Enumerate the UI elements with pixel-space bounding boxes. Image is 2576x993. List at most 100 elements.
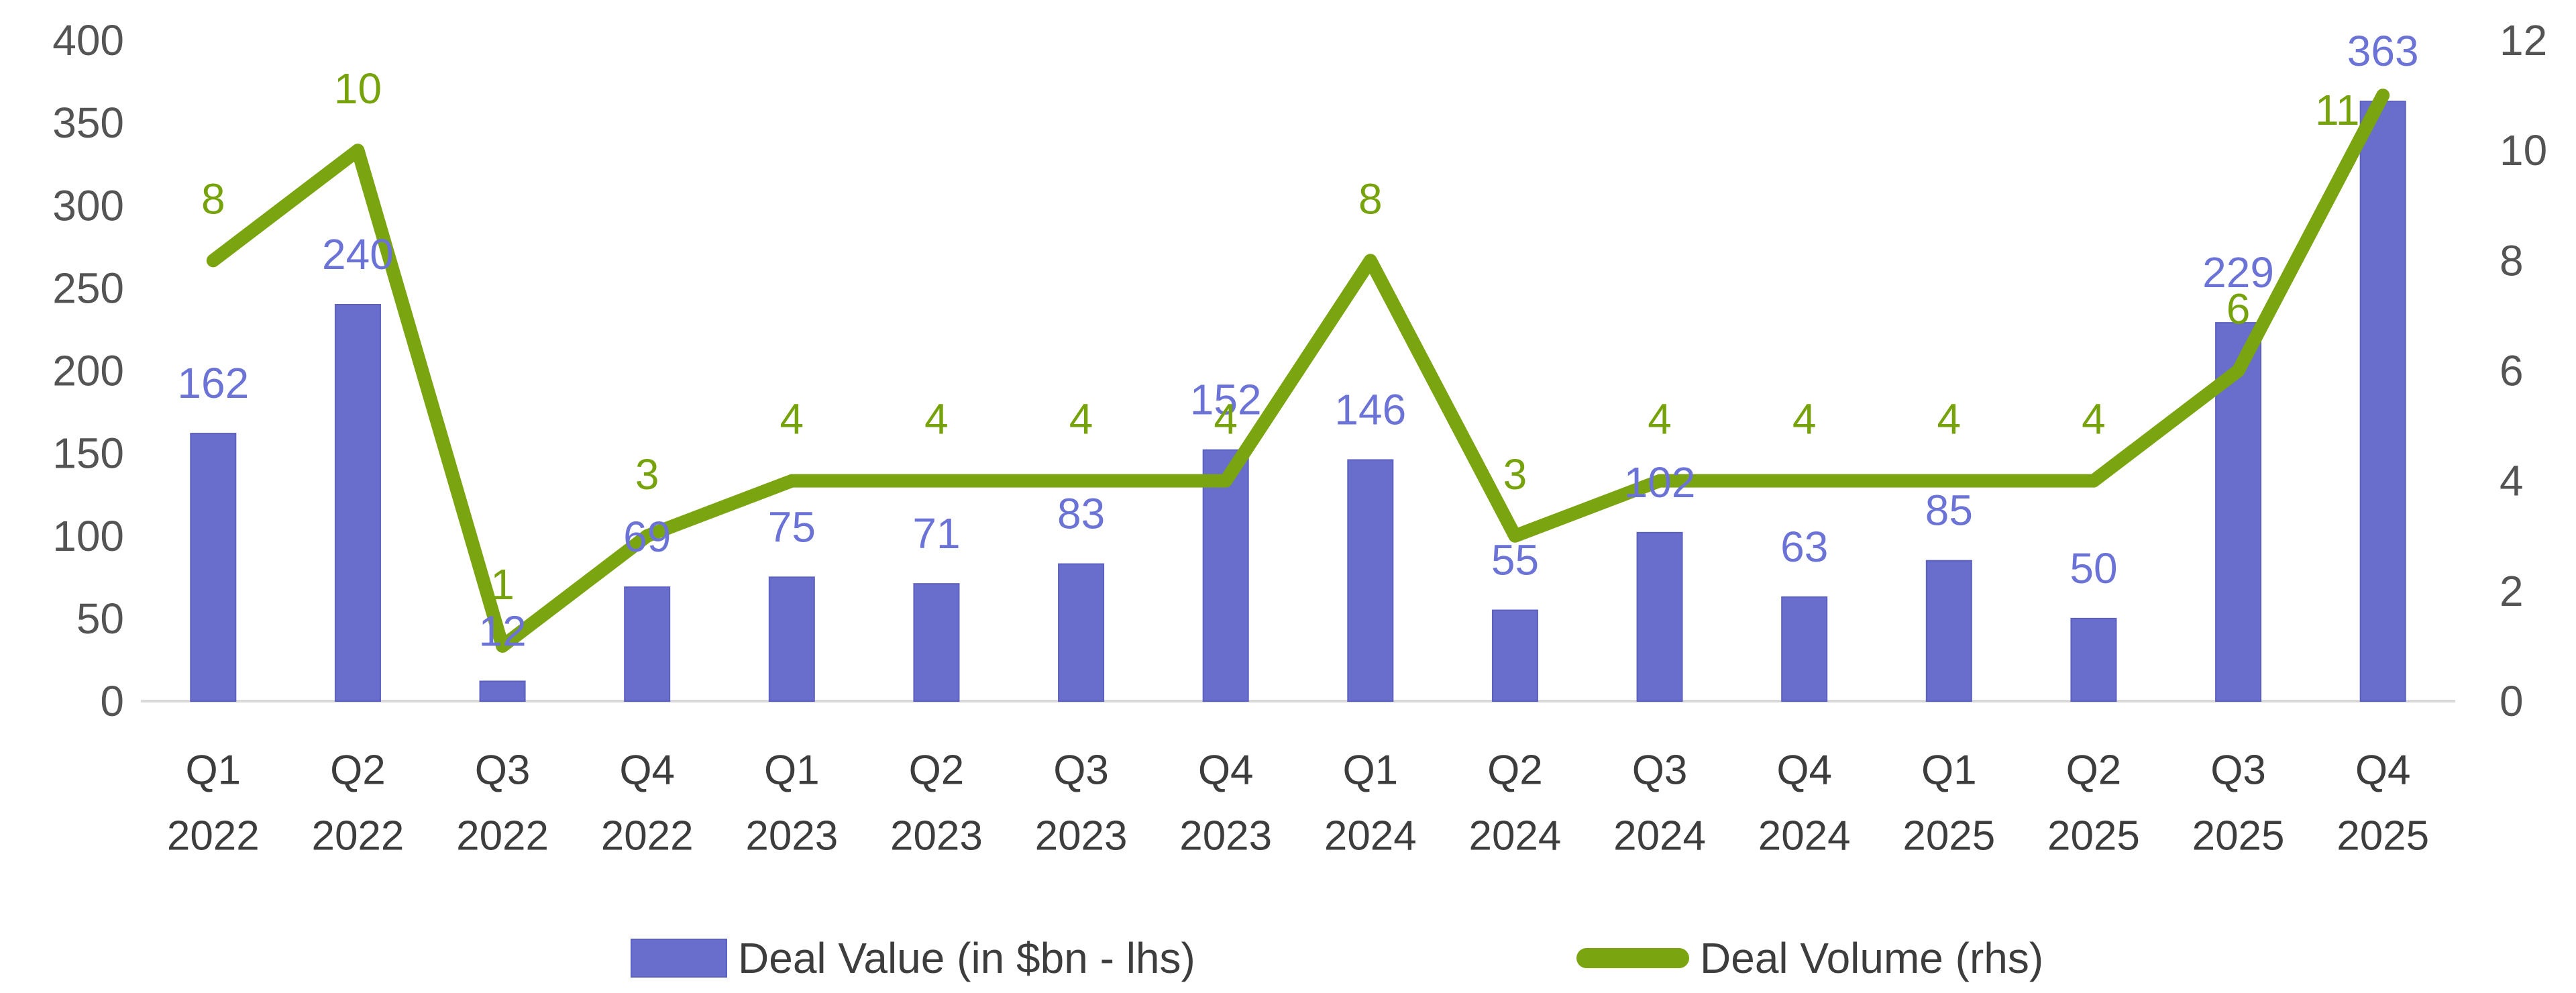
deal-value-label: 146 bbox=[1334, 385, 1406, 433]
deal-value-bar bbox=[1636, 531, 1683, 702]
x-axis-quarter-label: Q2 bbox=[2066, 747, 2122, 794]
deal-value-label: 229 bbox=[2202, 248, 2274, 297]
deal-value-label: 162 bbox=[177, 359, 249, 407]
right-axis-tick-label: 2 bbox=[2500, 567, 2524, 615]
deal-value-bar bbox=[913, 583, 960, 702]
deal-value-label: 55 bbox=[1491, 536, 1539, 584]
right-axis-tick-label: 6 bbox=[2500, 347, 2524, 395]
right-axis-tick-label: 12 bbox=[2500, 16, 2547, 64]
deal-value-bar bbox=[1202, 449, 1249, 702]
deal-value-bar-swatch-icon bbox=[631, 939, 727, 978]
left-axis-tick-label: 400 bbox=[52, 16, 124, 64]
deal-volume-label: 4 bbox=[1214, 395, 1238, 443]
deal-value-bar bbox=[1058, 563, 1105, 702]
x-axis-year-label: 2023 bbox=[745, 813, 838, 859]
deal-value-bar bbox=[479, 680, 526, 702]
left-axis-tick-label: 0 bbox=[100, 677, 124, 725]
deal-value-label: 363 bbox=[2347, 27, 2419, 75]
deal-volume-label: 4 bbox=[1648, 395, 1672, 443]
deal-value-bar bbox=[2070, 617, 2117, 702]
deal-value-label: 152 bbox=[1190, 376, 1262, 424]
right-axis-tick-label: 0 bbox=[2500, 677, 2524, 725]
deal-volume-label: 3 bbox=[1503, 450, 1527, 499]
legend-item-deal-value: Deal Value (in $bn - lhs) bbox=[631, 930, 1195, 986]
deal-volume-label: 11 bbox=[2315, 86, 2359, 134]
x-axis-year-label: 2025 bbox=[2337, 813, 2429, 859]
legend-label-deal-volume: Deal Volume (rhs) bbox=[1700, 934, 2044, 982]
deal-value-label: 63 bbox=[1780, 523, 1828, 571]
left-axis-tick-label: 350 bbox=[52, 99, 124, 147]
deal-value-label: 71 bbox=[912, 509, 960, 558]
left-axis-tick-label: 250 bbox=[52, 264, 124, 312]
deal-value-label: 83 bbox=[1057, 490, 1105, 538]
deal-volume-label: 8 bbox=[1358, 174, 1383, 223]
x-axis-year-label: 2022 bbox=[167, 813, 260, 859]
deal-volume-label: 1 bbox=[490, 560, 515, 609]
deal-volume-line bbox=[206, 89, 2390, 653]
right-axis-tick-label: 4 bbox=[2500, 457, 2524, 505]
deal-value-label: 75 bbox=[768, 503, 816, 551]
left-axis-tick-label: 50 bbox=[76, 594, 124, 643]
x-axis-year-label: 2025 bbox=[2047, 813, 2140, 859]
x-axis-quarter-label: Q1 bbox=[185, 747, 241, 794]
deal-volume-label: 4 bbox=[2082, 395, 2106, 443]
deal-volume-label: 4 bbox=[924, 395, 949, 443]
x-axis-quarter-label: Q3 bbox=[2210, 747, 2266, 794]
right-axis-tick-label: 10 bbox=[2500, 126, 2547, 174]
deal-volume-label: 6 bbox=[2226, 285, 2251, 333]
x-axis-year-label: 2025 bbox=[1902, 813, 1995, 859]
x-axis-quarter-label: Q4 bbox=[2355, 747, 2411, 794]
legend-item-deal-volume: Deal Volume (rhs) bbox=[1576, 930, 2043, 986]
x-axis-quarter-label: Q3 bbox=[475, 747, 531, 794]
deal-volume-label: 4 bbox=[1792, 395, 1817, 443]
deal-value-bar bbox=[1781, 596, 1828, 702]
deal-volume-line-swatch-icon bbox=[1576, 948, 1689, 968]
legend: Deal Value (in $bn - lhs) Deal Volume (r… bbox=[0, 930, 2576, 986]
x-axis-quarter-label: Q4 bbox=[1198, 747, 1254, 794]
x-axis-year-label: 2023 bbox=[890, 813, 983, 859]
x-axis-year-label: 2023 bbox=[1179, 813, 1272, 859]
deal-volume-label: 10 bbox=[334, 64, 382, 113]
x-axis-quarter-label: Q2 bbox=[1487, 747, 1543, 794]
deal-value-bar bbox=[624, 586, 671, 702]
left-axis-tick-label: 200 bbox=[52, 347, 124, 395]
x-axis-quarter-label: Q1 bbox=[764, 747, 820, 794]
x-axis-quarter-label: Q3 bbox=[1053, 747, 1109, 794]
deal-value-label: 240 bbox=[322, 230, 394, 278]
deal-value-bar bbox=[768, 576, 815, 702]
deal-value-label: 85 bbox=[1925, 486, 1973, 535]
deal-value-label: 12 bbox=[478, 607, 526, 655]
deal-value-label: 50 bbox=[2070, 544, 2117, 592]
x-axis-year-label: 2024 bbox=[1758, 813, 1851, 859]
x-axis-quarter-label: Q4 bbox=[619, 747, 675, 794]
deal-value-label: 102 bbox=[1624, 458, 1696, 507]
x-axis-year-label: 2022 bbox=[601, 813, 694, 859]
x-axis-year-label: 2022 bbox=[311, 813, 404, 859]
x-axis-year-label: 2024 bbox=[1468, 813, 1561, 859]
x-axis-year-label: 2022 bbox=[456, 813, 549, 859]
deal-value-bar bbox=[1347, 459, 1394, 702]
x-axis-quarter-label: Q3 bbox=[1632, 747, 1688, 794]
legend-label-deal-value: Deal Value (in $bn - lhs) bbox=[738, 934, 1195, 982]
left-axis-tick-label: 300 bbox=[52, 181, 124, 229]
x-axis-quarter-label: Q1 bbox=[1921, 747, 1977, 794]
left-axis-tick-label: 150 bbox=[52, 429, 124, 478]
deal-volume-label: 3 bbox=[635, 450, 659, 499]
x-axis-quarter-label: Q4 bbox=[1776, 747, 1832, 794]
deal-volume-label: 8 bbox=[201, 174, 225, 223]
x-axis-quarter-label: Q2 bbox=[909, 747, 965, 794]
deal-value-bar bbox=[1491, 609, 1538, 702]
deal-volume-label: 4 bbox=[780, 395, 804, 443]
deal-value-bar bbox=[1925, 560, 1972, 702]
x-axis-quarter-label: Q1 bbox=[1342, 747, 1398, 794]
deal-value-bar bbox=[190, 433, 237, 702]
x-axis-year-label: 2024 bbox=[1324, 813, 1417, 859]
x-axis-year-label: 2023 bbox=[1035, 813, 1128, 859]
left-axis-tick-label: 100 bbox=[52, 512, 124, 560]
deal-volume-label: 4 bbox=[1069, 395, 1093, 443]
deal-value-label: 69 bbox=[623, 513, 671, 561]
deal-volume-label: 4 bbox=[1937, 395, 1962, 443]
x-axis-year-label: 2025 bbox=[2192, 813, 2285, 859]
